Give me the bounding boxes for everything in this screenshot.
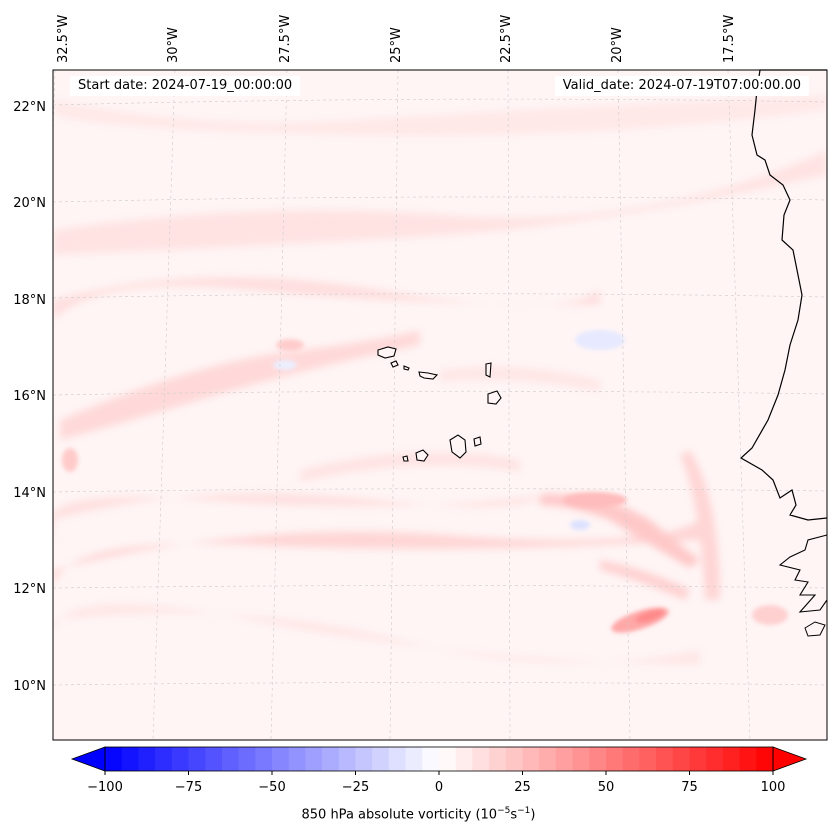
valid-date-label: Valid_date: 2024-07-19T07:00:00.00	[554, 76, 809, 96]
cb-tick-label-50: 50	[598, 780, 615, 795]
colorbar-segment	[171, 747, 189, 771]
guinea-bissau-coastline	[778, 534, 828, 613]
lat-label-12n: 12°N	[13, 582, 46, 597]
colorbar-segment	[539, 747, 557, 771]
colorbar-title-end: )	[530, 807, 536, 823]
colorbar-segment	[522, 747, 540, 771]
colorbar: −100 −75 −50 −25 0 25 50 75 100	[70, 746, 808, 795]
colorbar-title: 850 hPa absolute vorticity (10−5s−1)	[0, 806, 837, 822]
colorbar-segment	[689, 747, 707, 771]
colorbar-segment	[656, 747, 674, 771]
colorbar-segment	[722, 747, 741, 771]
colorbar-segment	[589, 747, 607, 771]
colorbar-segment	[439, 747, 457, 771]
graticule	[53, 70, 827, 740]
bijagos-islands	[804, 621, 826, 637]
colorbar-segment	[422, 747, 440, 771]
lat-label-14n: 14°N	[13, 486, 46, 501]
colorbar-segment	[138, 747, 156, 771]
lat-label-10n: 10°N	[13, 679, 46, 694]
colorbar-title-exp2: −1	[517, 806, 531, 816]
colorbar-segment	[706, 747, 724, 771]
colorbar-segment	[405, 747, 423, 771]
colorbar-segment	[372, 747, 390, 771]
island-brava	[402, 455, 409, 462]
colorbar-segment	[606, 747, 624, 771]
colorbar-segment	[756, 747, 774, 771]
colorbar-segment	[322, 747, 340, 771]
cb-tick-label-0: 0	[435, 780, 443, 795]
cb-tick-label-neg50: −50	[258, 780, 285, 795]
colorbar-segment	[155, 747, 173, 771]
island-boa-vista	[487, 390, 502, 405]
island-fogo	[415, 449, 429, 462]
lon-label-25w: 25°W	[389, 27, 404, 63]
lat-label-20n: 20°N	[13, 196, 46, 211]
cb-tick-label-neg25: −25	[342, 780, 369, 795]
colorbar-segment	[472, 747, 490, 771]
colorbar-segment	[639, 747, 657, 771]
cape-verde-islands	[377, 346, 502, 462]
colorbar-segment	[672, 747, 690, 771]
colorbar-segment	[388, 747, 407, 771]
colorbar-segment	[305, 747, 323, 771]
longitude-labels: 32.5°W 30°W 27.5°W 25°W 22.5°W 20°W 17.5…	[56, 15, 737, 63]
colorbar-segment	[105, 747, 123, 771]
island-santa-luzia	[403, 365, 410, 371]
island-sao-vicente	[390, 360, 399, 368]
colorbar-segment	[121, 747, 139, 771]
colorbar-segment	[739, 747, 757, 771]
colorbar-segment	[622, 747, 640, 771]
vorticity-field	[53, 95, 827, 665]
lat-label-22n: 22°N	[13, 100, 46, 115]
vorticity-bands	[53, 95, 827, 665]
lon-label-27-5w: 27.5°W	[278, 15, 293, 63]
island-maio	[473, 436, 482, 447]
island-sao-nicolau	[418, 371, 439, 380]
colorbar-segment	[555, 747, 574, 771]
cb-tick-label-neg75: −75	[175, 780, 202, 795]
colorbar-extend-min	[70, 746, 106, 772]
colorbar-segment	[572, 747, 590, 771]
colorbar-segment	[205, 747, 223, 771]
map-frame	[52, 69, 828, 741]
map-panel: 32.5°W 30°W 27.5°W 25°W 22.5°W 20°W 17.5…	[13, 15, 828, 741]
colorbar-segment	[238, 747, 256, 771]
lon-label-32-5w: 32.5°W	[56, 15, 71, 63]
island-santo-antao	[377, 346, 397, 359]
colorbar-segment	[255, 747, 273, 771]
latitude-labels: 22°N 20°N 18°N 16°N 14°N 12°N 10°N	[13, 100, 46, 694]
colorbar-ticks: −100 −75 −50 −25 0 25 50 75 100	[87, 771, 785, 795]
cb-tick-label-75: 75	[681, 780, 698, 795]
cb-tick-label-neg100: −100	[87, 780, 123, 795]
colorbar-segment	[489, 747, 507, 771]
african-coastline	[739, 69, 828, 521]
colorbar-extend-max	[772, 746, 808, 772]
colorbar-segment	[455, 747, 473, 771]
island-santiago	[449, 434, 467, 459]
vorticity-cores	[62, 330, 788, 633]
lon-label-22-5w: 22.5°W	[499, 15, 514, 63]
colorbar-title-unit: s	[510, 807, 518, 823]
lon-label-30w: 30°W	[166, 27, 181, 63]
cb-tick-label-25: 25	[514, 780, 531, 795]
cb-tick-label-100: 100	[761, 780, 786, 795]
colorbar-segments	[105, 747, 774, 771]
colorbar-segment	[272, 747, 290, 771]
colorbar-segment	[505, 747, 523, 771]
lon-label-17-5w: 17.5°W	[722, 15, 737, 63]
colorbar-segment	[355, 747, 373, 771]
island-sal	[485, 362, 492, 378]
colorbar-segment	[288, 747, 306, 771]
colorbar-title-exp1: −5	[497, 806, 511, 816]
colorbar-segment	[221, 747, 240, 771]
colorbar-segment	[338, 747, 356, 771]
lat-label-16n: 16°N	[13, 389, 46, 404]
lon-label-20w: 20°W	[610, 27, 625, 63]
colorbar-title-main: 850 hPa absolute vorticity (10	[301, 807, 498, 823]
start-date-label: Start date: 2024-07-19_00:00:00	[70, 76, 301, 96]
colorbar-segment	[188, 747, 206, 771]
lat-label-18n: 18°N	[13, 293, 46, 308]
